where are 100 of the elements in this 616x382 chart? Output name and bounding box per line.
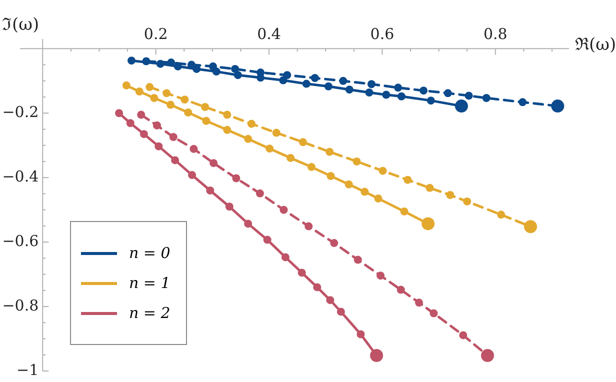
point (330, 239, 338, 248)
point (137, 110, 146, 119)
point (184, 108, 192, 116)
point (146, 83, 154, 92)
legend-label: n = 1 (129, 274, 170, 292)
point (206, 186, 214, 194)
x-tick-label: 0.8 (483, 25, 508, 44)
point (190, 144, 198, 153)
point (396, 286, 405, 294)
point (283, 71, 292, 80)
point (426, 184, 434, 192)
point (150, 94, 158, 102)
point (210, 159, 218, 168)
point (339, 76, 348, 85)
point (307, 162, 316, 171)
point (212, 68, 220, 76)
point (166, 100, 175, 109)
point (397, 92, 406, 100)
point (404, 176, 412, 184)
point (313, 283, 322, 292)
y-tick-label: −0.8 (2, 296, 39, 314)
y-tick-label: −0.2 (2, 103, 39, 122)
point (223, 110, 232, 119)
point (223, 126, 232, 134)
point (444, 89, 452, 98)
point (464, 92, 473, 100)
point (400, 207, 408, 216)
point (225, 202, 234, 211)
point (374, 194, 382, 203)
point (336, 308, 345, 316)
point (415, 298, 424, 307)
point (263, 236, 272, 244)
point (356, 330, 365, 338)
point (376, 272, 385, 280)
point (459, 331, 468, 340)
legend-label: n = 2 (129, 304, 170, 322)
point (180, 96, 189, 104)
point (156, 60, 164, 68)
point (135, 88, 144, 96)
x-tick-label: 0.2 (144, 25, 168, 44)
point (154, 142, 163, 150)
point (446, 191, 454, 200)
point (324, 82, 332, 90)
point (482, 94, 490, 102)
point (497, 210, 506, 219)
legend-label: n = 0 (129, 244, 170, 262)
point (231, 64, 240, 73)
point (162, 89, 171, 98)
point (310, 74, 319, 82)
point (244, 220, 252, 228)
point (420, 86, 428, 95)
point (272, 128, 280, 137)
point (352, 157, 361, 166)
point (256, 189, 264, 198)
point (169, 132, 178, 141)
point (298, 138, 307, 146)
point (171, 156, 180, 164)
point (430, 309, 438, 318)
x-tick-label: 0.4 (257, 25, 281, 44)
point (326, 172, 335, 180)
point (174, 62, 182, 70)
point (378, 166, 387, 175)
point (286, 154, 295, 162)
y-axis-title: ℑ(ω) (2, 14, 40, 35)
point (152, 121, 161, 130)
point (202, 116, 210, 125)
point (244, 134, 252, 143)
point (188, 171, 196, 180)
point (232, 174, 240, 182)
point (247, 120, 256, 128)
x-axis-title: ℜ(ω) (575, 35, 616, 56)
point (365, 88, 374, 97)
y-tick-label: −0.4 (2, 167, 39, 186)
y-tick-label: −0.6 (2, 232, 39, 250)
point (302, 80, 310, 88)
point (128, 56, 136, 65)
point (354, 256, 362, 264)
point (234, 71, 242, 80)
point (201, 103, 210, 112)
point (326, 296, 334, 304)
point (344, 180, 353, 188)
point (394, 84, 402, 92)
point (382, 90, 390, 99)
point (280, 206, 288, 214)
point (518, 98, 527, 106)
point (279, 76, 288, 84)
point (126, 119, 134, 128)
point (345, 86, 354, 94)
point (140, 130, 148, 138)
point (463, 197, 472, 206)
point (266, 144, 274, 153)
x-tick-label: 0.6 (370, 25, 394, 44)
point (326, 148, 334, 156)
point (426, 96, 435, 105)
point (281, 253, 290, 262)
point (367, 80, 376, 88)
point (122, 81, 130, 90)
point (360, 188, 369, 196)
point (115, 109, 124, 118)
y-tick-label: −1 (16, 360, 39, 379)
